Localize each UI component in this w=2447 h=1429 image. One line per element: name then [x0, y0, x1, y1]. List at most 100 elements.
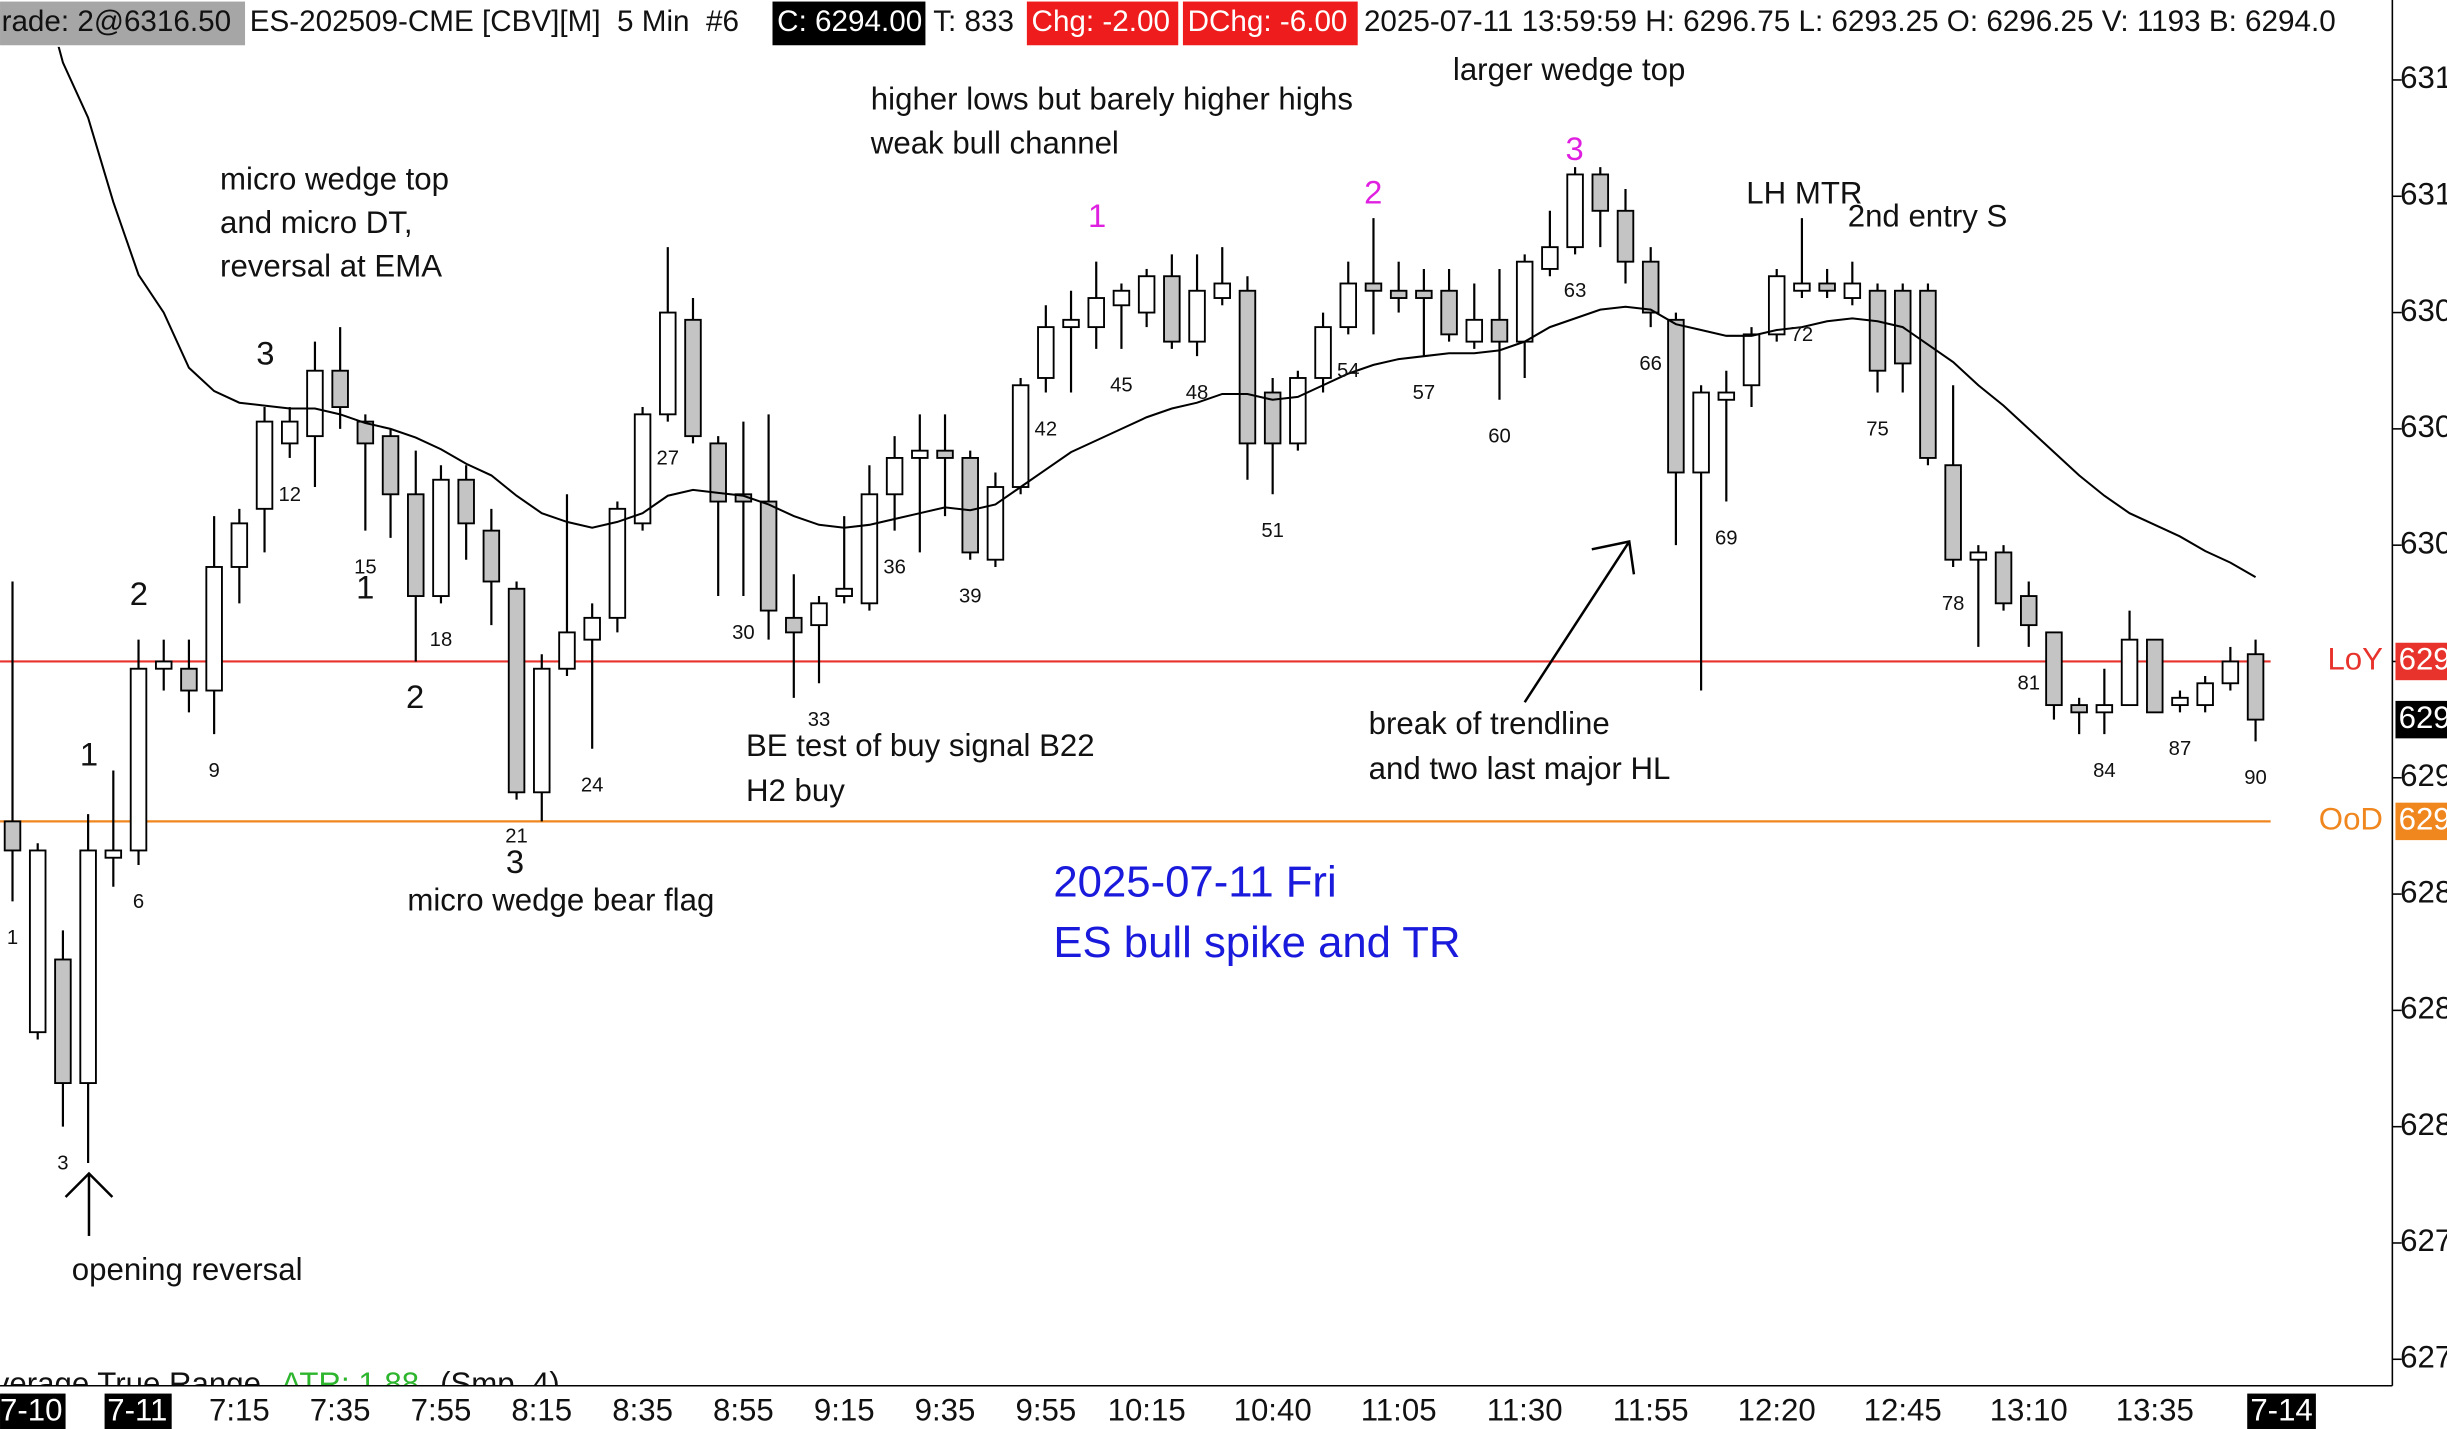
header-box: [772, 1, 926, 46]
candle-body: [457, 478, 475, 525]
candle-body: [1112, 289, 1131, 307]
arrow: [1523, 540, 1636, 703]
x-tick-label: 11:30: [1487, 1393, 1563, 1428]
candle-body: [1667, 318, 1685, 474]
candle-body: [1087, 297, 1105, 329]
candle-body: [482, 529, 501, 583]
candle-body: [2045, 631, 2063, 707]
candle-body: [1919, 289, 1937, 459]
candle-body: [2146, 638, 2164, 714]
candle-body: [785, 616, 803, 634]
y-tick-label: 631: [2400, 60, 2447, 95]
header-box: [1026, 1, 1179, 46]
count-label: 3: [256, 334, 274, 371]
candle-body: [2246, 653, 2265, 721]
bar-number: 6: [133, 891, 144, 913]
bar-number: 27: [657, 447, 680, 469]
x-tick-label: 8:55: [713, 1393, 774, 1428]
candle-body: [3, 820, 22, 852]
candle-body: [381, 435, 400, 496]
count-label: 3: [506, 843, 524, 880]
chart-subtitle: ES bull spike and TR: [1053, 918, 1460, 967]
count-label: 2: [406, 678, 424, 715]
candle-body: [1339, 282, 1358, 329]
candle-body: [608, 507, 627, 619]
candle-body: [2221, 660, 2240, 685]
candle-body: [28, 849, 47, 1034]
header-change: Chg: -2.00: [1032, 5, 1170, 38]
candle-body: [1062, 318, 1080, 329]
candle-body: [583, 616, 601, 641]
candle-body: [1767, 275, 1786, 336]
candle-body: [1490, 318, 1509, 343]
candle-body: [1969, 551, 1988, 561]
candle-body: [1440, 289, 1458, 336]
candle-body: [1793, 282, 1811, 292]
candle-body: [255, 420, 274, 510]
indicator-name: verage True Range: [0, 1366, 261, 1401]
candle-body: [1541, 246, 1559, 270]
candle-body: [911, 449, 929, 459]
candle-body: [1591, 173, 1610, 212]
level-box: [2395, 802, 2447, 841]
candle-body: [709, 442, 727, 503]
y-tick-label: 628: [2400, 1107, 2447, 1142]
bar-number: 87: [2169, 738, 2192, 760]
date-label: 7-10: [0, 1393, 62, 1428]
bar-number: 15: [354, 556, 377, 578]
candle-body: [1818, 282, 1836, 292]
level-box-label: 629: [2399, 802, 2447, 837]
candle-body: [961, 457, 979, 554]
last-price-label: 629: [2399, 700, 2447, 735]
bar-number: 66: [1639, 353, 1662, 375]
candle-body: [1994, 551, 2013, 605]
candle-body: [860, 493, 879, 605]
candle-body: [306, 369, 324, 438]
candle-body: [1163, 275, 1181, 343]
header-symbol: ES-202509-CME [CBV][M] 5 Min #6: [250, 5, 739, 38]
bar-number: 3: [57, 1152, 68, 1174]
candle-body: [2095, 704, 2114, 714]
last-price-box: [2395, 700, 2447, 739]
x-tick-label: 8:15: [511, 1393, 572, 1428]
candle-body: [1011, 384, 1030, 488]
candle-body: [684, 318, 702, 438]
candle-body: [1717, 391, 1736, 401]
wedge-count: 2: [1364, 174, 1382, 211]
y-tick-label: 630: [2400, 409, 2447, 444]
x-tick-label: 7:55: [411, 1393, 472, 1428]
x-tick-label: 9:15: [814, 1393, 875, 1428]
annotation: higher lows but barely higher highs: [871, 82, 1353, 117]
candle-body: [986, 486, 1005, 561]
y-tick-label: 631: [2400, 177, 2447, 212]
bar-number: 21: [505, 825, 528, 847]
bar-number: 72: [1791, 324, 1814, 346]
ema-line: [57, 46, 2257, 579]
y-tick-label: 630: [2400, 525, 2447, 560]
annotation: micro wedge top: [220, 161, 449, 196]
chart-title: 2025-07-11 Fri: [1053, 857, 1336, 906]
annotation: micro wedge bear flag: [407, 882, 714, 917]
annotation: and micro DT,: [220, 205, 412, 240]
bar-number: 48: [1186, 382, 1209, 404]
candle-body: [180, 667, 198, 692]
bar-number: 69: [1715, 527, 1738, 549]
header-box: [0, 1, 246, 46]
header-trade: rade: 2@6316.50: [2, 5, 232, 38]
candle-body: [281, 420, 299, 445]
bar-number: 30: [732, 622, 755, 644]
header-details: 2025-07-11 13:59:59 H: 6296.75 L: 6293.2…: [1364, 5, 2336, 38]
bar-number: 78: [1942, 593, 1965, 615]
candle-body: [2120, 638, 2139, 707]
candle-body: [1515, 260, 1534, 343]
candle-body: [104, 849, 123, 859]
candle-body: [659, 311, 677, 416]
level-name: OoD: [2319, 802, 2383, 837]
candle-body: [79, 849, 97, 1085]
candle-body: [407, 493, 425, 597]
x-tick-label: 13:35: [2116, 1393, 2194, 1428]
candle-body: [1364, 282, 1383, 292]
